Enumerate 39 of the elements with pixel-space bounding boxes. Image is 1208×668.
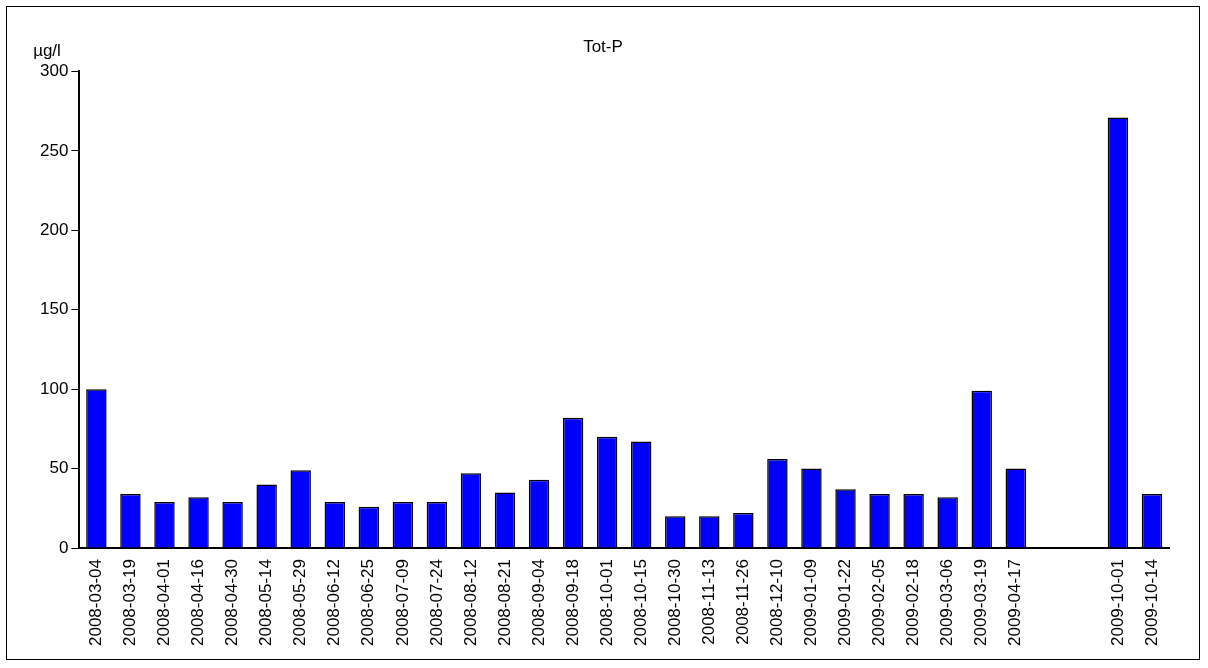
y-tick-label: 0 (58, 537, 69, 557)
x-tick-label: 2008-07-24 (426, 559, 446, 647)
x-tick-label: 2009-01-09 (801, 559, 821, 647)
x-tick-label: 2009-04-17 (1005, 559, 1025, 647)
y-tick-label: 150 (39, 299, 69, 319)
x-tick-label: 2009-10-14 (1141, 559, 1161, 647)
x-tick-label: 2008-11-13 (699, 559, 718, 645)
x-tick-label: 2008-08-12 (460, 559, 480, 647)
x-tick-label: 2008-09-18 (562, 559, 582, 647)
y-tick-label: 200 (39, 219, 69, 239)
x-tick-label: 2008-10-01 (596, 559, 616, 647)
x-tick-label: 2008-03-19 (120, 559, 140, 647)
chart-title: Tot-P (583, 36, 623, 56)
x-tick-label: 2008-08-21 (494, 559, 514, 647)
x-tick-label: 2008-11-26 (733, 559, 753, 645)
x-tick-label: 2008-09-04 (528, 559, 548, 647)
x-tick-label: 2009-10-01 (1107, 559, 1127, 647)
x-tick-label: 2008-04-30 (222, 559, 242, 647)
x-tick-label: 2008-05-29 (290, 559, 310, 647)
x-tick-label: 2008-10-30 (664, 559, 684, 647)
x-tick-label: 2008-04-01 (154, 559, 174, 647)
x-tick-label: 2008-06-25 (358, 559, 378, 647)
x-tick-label: 2008-06-12 (324, 559, 344, 647)
x-tick-label: 2008-10-15 (630, 559, 650, 647)
x-tick-label: 2009-02-18 (903, 559, 923, 647)
y-tick-label: 50 (49, 458, 69, 478)
x-tick-label: 2008-05-14 (256, 559, 276, 647)
x-tick-label: 2009-01-22 (835, 559, 855, 647)
x-tick-label: 2008-07-09 (392, 559, 412, 647)
x-tick-label: 2008-03-04 (86, 559, 106, 647)
y-tick-label: 250 (39, 140, 69, 160)
y-tick-label: 300 (39, 61, 69, 81)
x-tick-label: 2009-02-05 (869, 559, 889, 647)
y-axis-title: µg/l (33, 40, 61, 60)
y-tick-label: 100 (39, 378, 69, 398)
x-tick-label: 2009-03-19 (971, 559, 991, 647)
x-tick-label: 2008-04-16 (188, 559, 208, 647)
x-tick-label: 2009-03-06 (937, 559, 957, 647)
x-tick-label: 2008-12-10 (767, 559, 787, 647)
